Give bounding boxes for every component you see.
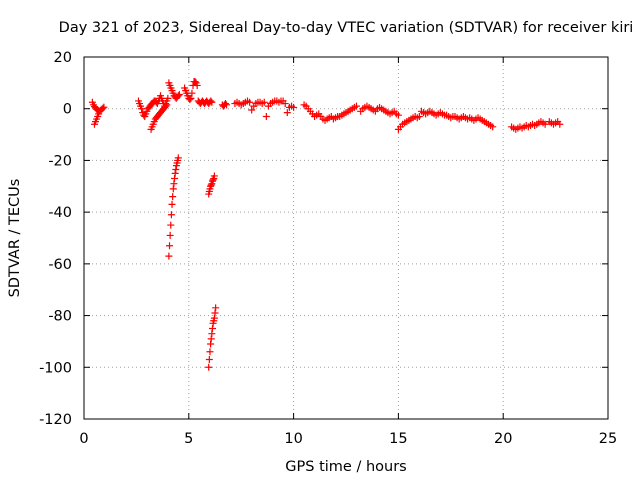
data-point [174, 92, 182, 100]
data-points [88, 78, 564, 371]
data-point [221, 100, 229, 108]
x-tick-label: 15 [389, 431, 407, 447]
data-point [208, 325, 216, 332]
data-point [556, 120, 564, 128]
data-point [167, 211, 175, 219]
x-tick-label: 10 [284, 431, 302, 447]
data-point [211, 309, 219, 317]
data-point [174, 154, 182, 162]
data-point [283, 109, 291, 117]
data-point [489, 123, 497, 131]
data-point [208, 98, 216, 106]
y-tick-label: -40 [48, 205, 72, 221]
data-point [207, 340, 215, 348]
data-point [95, 110, 103, 118]
data-point [170, 180, 178, 188]
data-point [163, 101, 171, 109]
data-point [246, 98, 254, 106]
data-point [187, 94, 195, 102]
y-tick-label: -60 [48, 257, 72, 273]
data-point [138, 105, 146, 113]
x-axis-label: GPS time / hours [285, 459, 406, 475]
data-point [281, 100, 289, 108]
data-point [260, 98, 268, 106]
grid-lines [84, 57, 608, 419]
x-tick-label: 0 [79, 431, 88, 447]
data-point [210, 314, 218, 322]
data-point [205, 363, 213, 371]
x-tick-label: 25 [599, 431, 617, 447]
plot-frame [83, 56, 609, 420]
data-point [210, 172, 218, 180]
data-point [193, 81, 201, 89]
data-point [172, 165, 180, 173]
data-point [168, 200, 176, 208]
y-tick-label: 20 [54, 50, 72, 66]
data-point [541, 120, 549, 128]
y-tick-label: -120 [39, 412, 72, 428]
data-point [186, 96, 194, 104]
data-point [212, 304, 220, 312]
data-point [208, 330, 216, 338]
data-point [415, 112, 423, 120]
data-point [394, 111, 402, 119]
data-point [169, 185, 177, 193]
data-point [171, 169, 179, 177]
data-point [207, 97, 215, 105]
data-point [100, 103, 108, 111]
data-point [164, 94, 172, 102]
data-point [175, 90, 183, 98]
y-tick-label: 0 [63, 102, 72, 118]
x-tick-label: 5 [184, 431, 193, 447]
data-point [290, 103, 298, 111]
data-point [191, 78, 199, 86]
data-point [165, 252, 173, 260]
data-point [352, 102, 360, 110]
y-tick-label: -100 [39, 360, 72, 376]
data-point [223, 101, 231, 109]
data-point [169, 193, 177, 201]
data-point [171, 175, 179, 183]
data-point [166, 242, 174, 250]
y-tick-label: -80 [48, 309, 72, 325]
data-point [209, 176, 217, 184]
y-tick-label: -20 [48, 153, 72, 169]
data-point [167, 221, 175, 229]
data-point [162, 102, 170, 110]
data-point [206, 348, 214, 356]
data-point [188, 89, 196, 97]
data-point [262, 112, 270, 120]
data-point [166, 231, 174, 239]
data-point [99, 104, 107, 112]
axis-ticks: 0 5 10 15 20 25 20 0 -20 -40 -60 -80 -100 -120 [39, 50, 617, 447]
chart-title: Day 321 of 2023, Sidereal Day-to-day VTE… [59, 20, 634, 36]
x-tick-label: 20 [494, 431, 512, 447]
data-point [207, 335, 215, 343]
data-point [205, 356, 213, 364]
data-point [248, 106, 256, 114]
y-axis-label: SDTVAR / TECUs [7, 179, 23, 298]
data-point [207, 181, 215, 189]
